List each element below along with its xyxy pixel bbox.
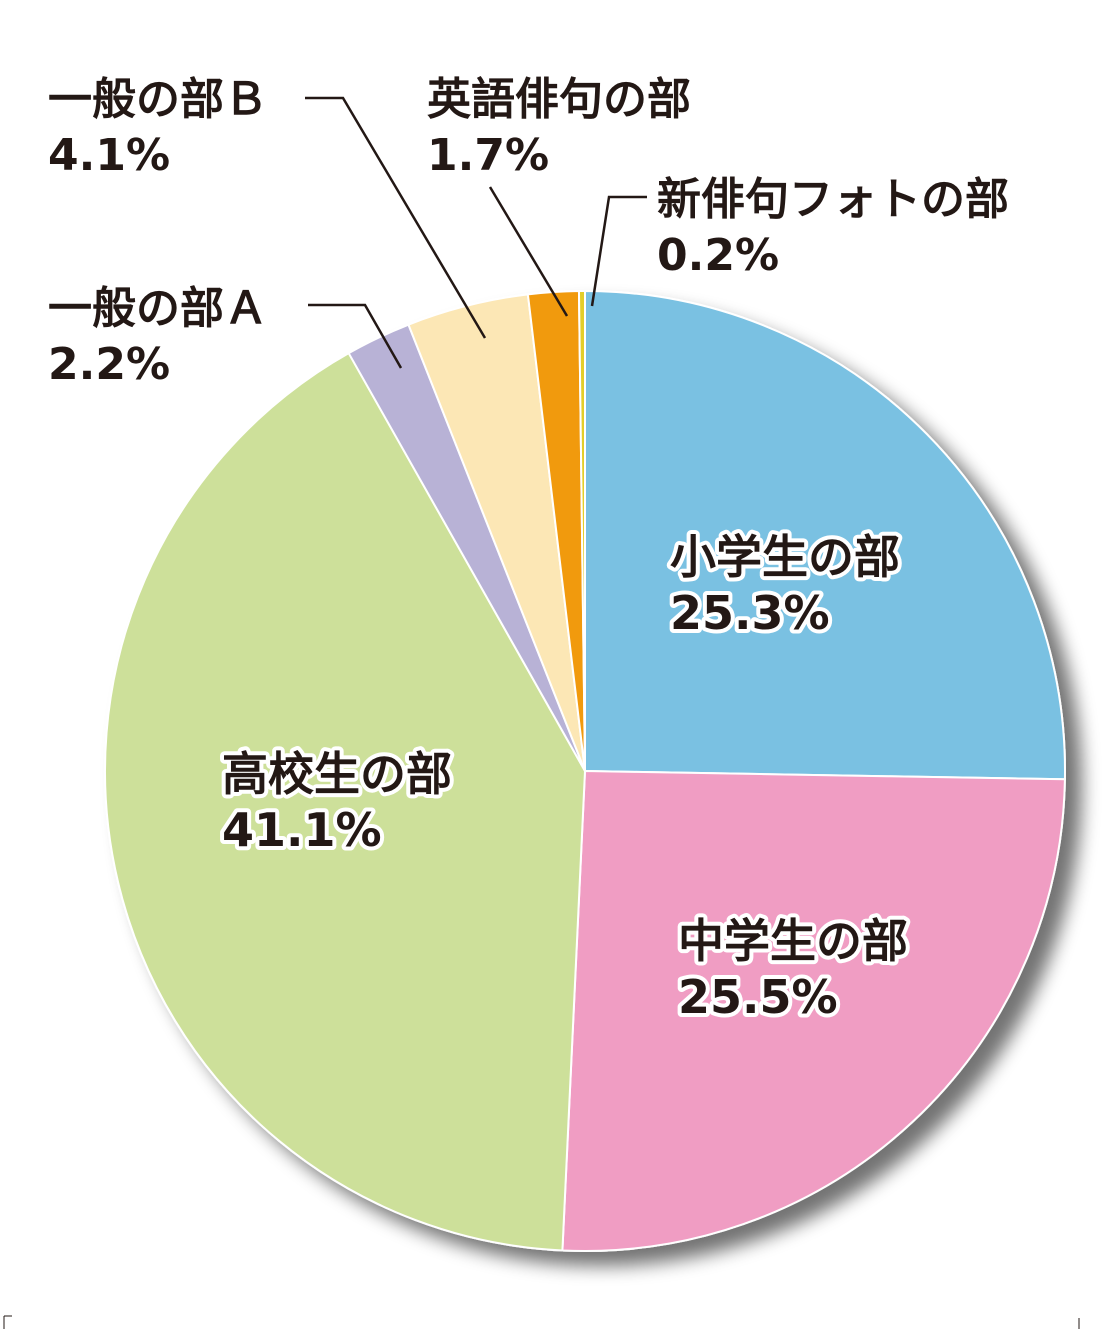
label-english-haiku-name: 英語俳句の部 (427, 74, 691, 125)
label-general-a-pct: 2.2% (48, 339, 170, 390)
label-elementary-pct: 25.3% (670, 586, 830, 640)
slice-photo-haiku (577, 289, 586, 772)
slice-elementary (584, 289, 1066, 781)
label-photo-haiku-pct: 0.2% (657, 230, 779, 281)
label-english-haiku-pct: 1.7% (427, 130, 549, 181)
leader-line-general-b (305, 96, 487, 339)
label-general-a-name: 一般の部Ａ (48, 283, 268, 334)
crop-mark-left (3, 1315, 12, 1329)
label-general-b-pct: 4.1% (48, 130, 170, 181)
leader-line-photo-haiku (590, 195, 647, 307)
label-photo-haiku-name: 新俳句フォトの部 (657, 174, 1009, 225)
label-elementary-name: 小学生の部 (670, 530, 900, 584)
label-high-school-name: 高校生の部 (222, 747, 452, 801)
slice-high-school (104, 351, 587, 1252)
leader-line-english-haiku (488, 186, 569, 317)
label-junior-high-name: 中学生の部 (678, 914, 908, 968)
pie-slices (104, 289, 1066, 1252)
label-high-school-pct: 41.1% (222, 803, 382, 857)
slice-junior-high (561, 769, 1066, 1252)
leader-line-general-a (308, 303, 403, 369)
label-junior-high-pct: 25.5% (678, 970, 838, 1024)
label-general-b-name: 一般の部Ｂ (48, 74, 268, 125)
